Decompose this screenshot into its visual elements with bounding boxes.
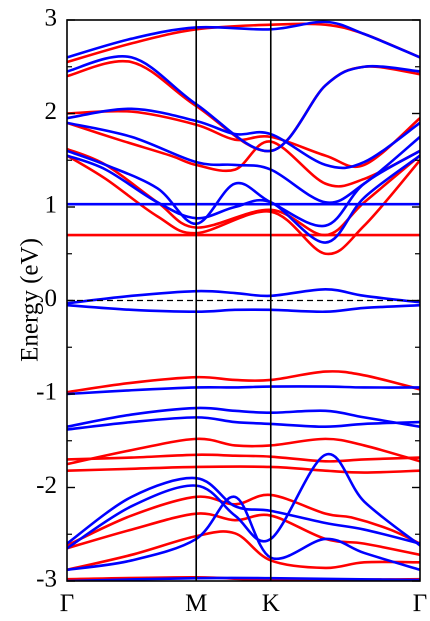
blue-band-22 [67,303,420,314]
tick-layer [67,19,420,582]
tick-label-layer: -3 -2 -1 0 1 2 3 Γ M K Γ [36,5,427,617]
bands-layer [67,20,420,581]
y-tick-label: 0 [45,285,58,312]
blue-band-25 [67,154,420,244]
blue-band-27 [67,121,420,204]
blue-band-29 [67,55,420,153]
x-tick-label: M [185,590,207,617]
x-tick-label: Γ [60,590,74,617]
y-tick-label: 1 [45,192,58,219]
blue-band-30 [67,20,420,59]
x-tick-label: Γ [413,590,427,617]
blue-band-23 [67,287,420,305]
blue-band-19 [67,416,420,431]
red-band-4 [67,465,420,474]
red-band-9 [67,154,420,256]
blue-band-17 [67,452,420,550]
y-tick-label: -3 [36,566,57,593]
blue-band-16 [67,495,420,572]
y-axis-title: Energy (eV) [17,238,44,362]
y-tick-label: 2 [45,98,58,125]
y-tick-label: -2 [36,472,57,499]
red-band-5 [67,453,420,463]
red-band-13 [67,59,420,153]
blue-band-18 [67,476,420,545]
blue-band-26 [67,149,420,228]
y-tick-label: 3 [45,5,58,32]
red-band-7 [67,370,420,394]
blue-band-28 [67,107,420,170]
blue-band-21 [67,385,420,396]
red-band-11 [67,121,420,188]
red-band-6 [67,437,420,466]
red-band-12 [67,109,420,169]
x-tick-label: K [262,590,280,617]
blue-band-20 [67,406,420,429]
blue-band-15 [67,576,420,581]
red-band-1 [67,530,420,572]
y-tick-label: -1 [36,379,57,406]
